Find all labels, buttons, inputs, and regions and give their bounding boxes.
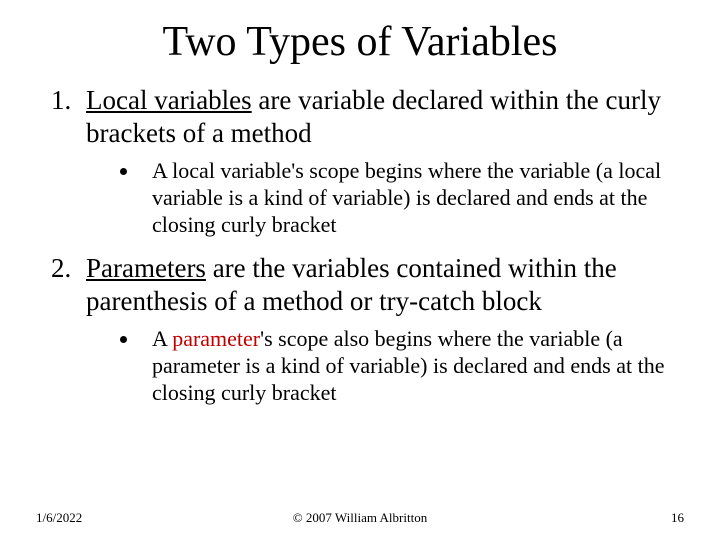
list-item-2: Parameters are the variables contained w… [78, 252, 684, 406]
slide: Two Types of Variables Local variables a… [0, 0, 720, 540]
term-1: Local variables [86, 85, 252, 115]
sub-list-1: A local variable's scope begins where th… [86, 158, 684, 238]
list-item-1: Local variables are variable declared wi… [78, 84, 684, 238]
sub2-pre: A [152, 326, 172, 351]
slide-title: Two Types of Variables [36, 18, 684, 66]
footer-page: 16 [671, 510, 684, 526]
main-list: Local variables are variable declared wi… [36, 84, 684, 407]
sub-list-2: A parameter's scope also begins where th… [86, 326, 684, 406]
sub-item-2: A parameter's scope also begins where th… [140, 326, 684, 406]
sub-item-1: A local variable's scope begins where th… [140, 158, 684, 238]
sub2-red: parameter [172, 326, 260, 351]
term-2: Parameters [86, 253, 206, 283]
footer-copyright: © 2007 William Albritton [36, 510, 684, 526]
